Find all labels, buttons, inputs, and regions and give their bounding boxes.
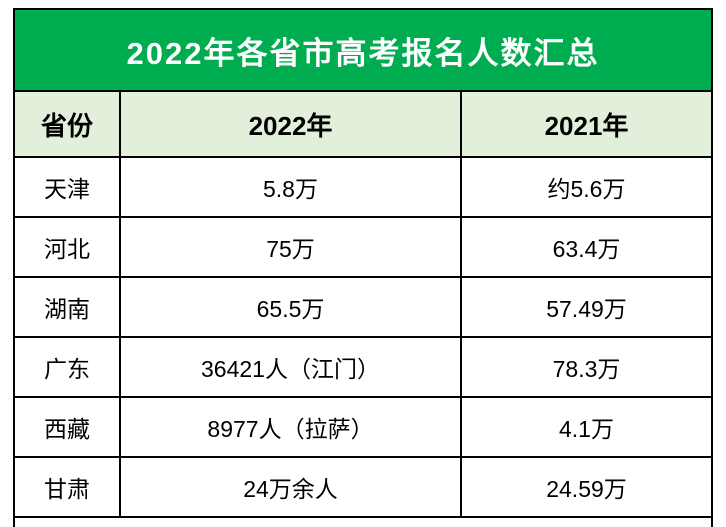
value-2022-cell: 8977人（拉萨） (121, 398, 462, 456)
gaokao-registration-table: 2022年各省市高考报名人数汇总 省份 2022年 2021年 天津 5.8万 … (13, 8, 713, 527)
table-row: 湖南 65.5万 57.49万 (15, 278, 711, 338)
table-row: 甘肃 24万余人 24.59万 (15, 458, 711, 518)
value-2021-cell: 57.49万 (546, 296, 627, 322)
table-row: 西藏 8977人（拉萨） 4.1万 (15, 398, 711, 458)
province-cell: 广东 (15, 338, 121, 396)
value-2021-cell: 63.4万 (552, 236, 621, 262)
table-header-row: 省份 2022年 2021年 (15, 92, 711, 158)
value-2022-cell: 24万余人 (121, 458, 462, 516)
value-2021-cell: 78.3万 (552, 356, 621, 382)
province-cell: 湖南 (15, 278, 121, 336)
header-2021: 2021年 (544, 110, 629, 141)
province-cell: 甘肃 (15, 458, 121, 516)
value-2021-cell: 24.59万 (546, 476, 627, 502)
cutoff-next-row (15, 518, 711, 527)
province-cell: 河北 (15, 218, 121, 276)
table-row: 广东 36421人（江门） 78.3万 (15, 338, 711, 398)
header-2022: 2022年 (121, 92, 462, 156)
value-2022-cell: 65.5万 (121, 278, 462, 336)
province-cell: 西藏 (15, 398, 121, 456)
table-row: 河北 75万 63.4万 (15, 218, 711, 278)
value-2022-cell: 75万 (121, 218, 462, 276)
value-2021-cell: 约5.6万 (547, 176, 626, 202)
header-province: 省份 (15, 92, 121, 156)
province-cell: 天津 (15, 158, 121, 216)
value-2021-cell: 4.1万 (559, 416, 614, 442)
value-2022-cell: 36421人（江门） (121, 338, 462, 396)
table-row: 天津 5.8万 约5.6万 (15, 158, 711, 218)
value-2022-cell: 5.8万 (121, 158, 462, 216)
table-title: 2022年各省市高考报名人数汇总 (15, 10, 711, 92)
